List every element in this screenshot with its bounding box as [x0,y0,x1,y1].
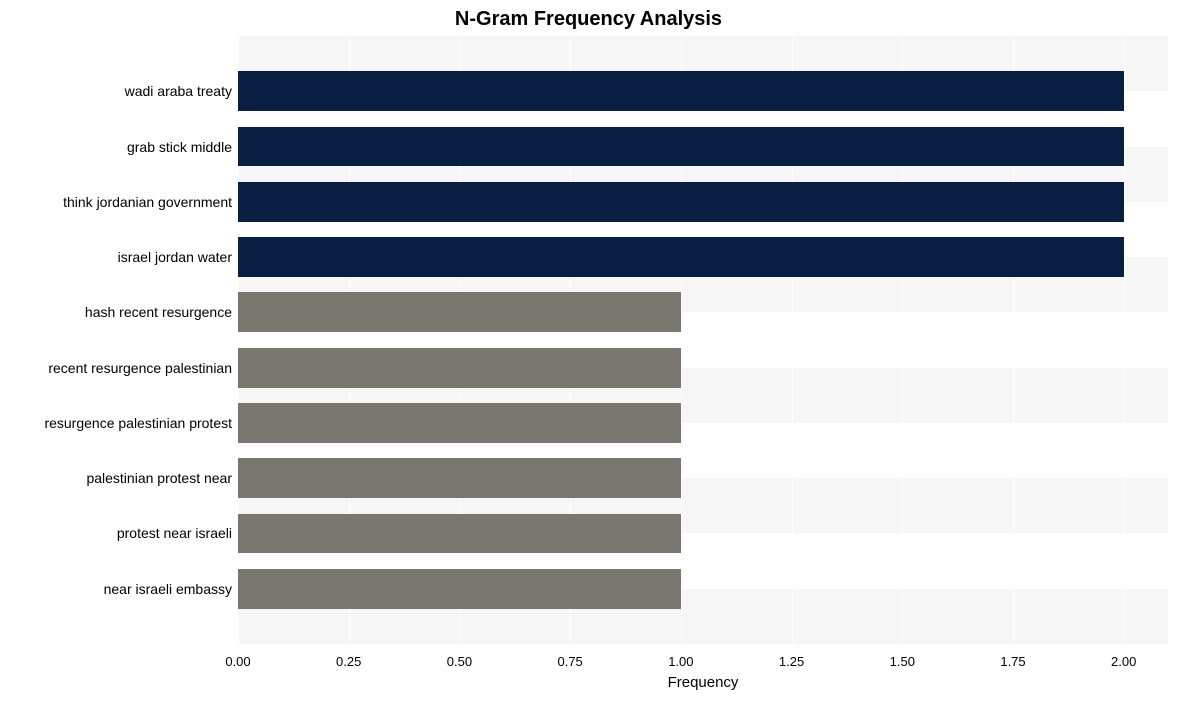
y-tick-label: think jordanian government [63,194,232,210]
x-tick-label: 0.75 [557,654,582,669]
x-tick-label: 1.75 [1000,654,1025,669]
y-tick-label: near israeli embassy [104,581,232,597]
bar [238,71,1124,111]
y-tick-label: recent resurgence palestinian [48,360,232,376]
bar [238,348,681,388]
chart-title: N-Gram Frequency Analysis [0,8,1177,31]
plot-area [238,36,1168,644]
bar [238,237,1124,277]
y-tick-label: palestinian protest near [86,470,232,486]
bar [238,569,681,609]
y-tick-label: resurgence palestinian protest [44,415,232,431]
y-tick-label: wadi araba treaty [125,83,232,99]
x-tick-label: 1.50 [890,654,915,669]
x-tick-label: 1.25 [779,654,804,669]
bar [238,458,681,498]
y-tick-label: israel jordan water [118,249,232,265]
x-tick-label: 0.25 [336,654,361,669]
x-tick-label: 2.00 [1111,654,1136,669]
y-tick-label: grab stick middle [127,139,232,155]
bar [238,182,1124,222]
bar [238,403,681,443]
bar [238,514,681,554]
x-tick-label: 0.00 [225,654,250,669]
y-tick-label: protest near israeli [117,525,232,541]
y-tick-label: hash recent resurgence [85,304,232,320]
bar [238,127,1124,167]
x-tick-label: 0.50 [447,654,472,669]
x-tick-label: 1.00 [668,654,693,669]
bar [238,292,681,332]
gridline [1124,36,1125,644]
ngram-chart: N-Gram Frequency Analysis Frequency wadi… [0,0,1177,701]
x-axis-title: Frequency [238,674,1168,691]
